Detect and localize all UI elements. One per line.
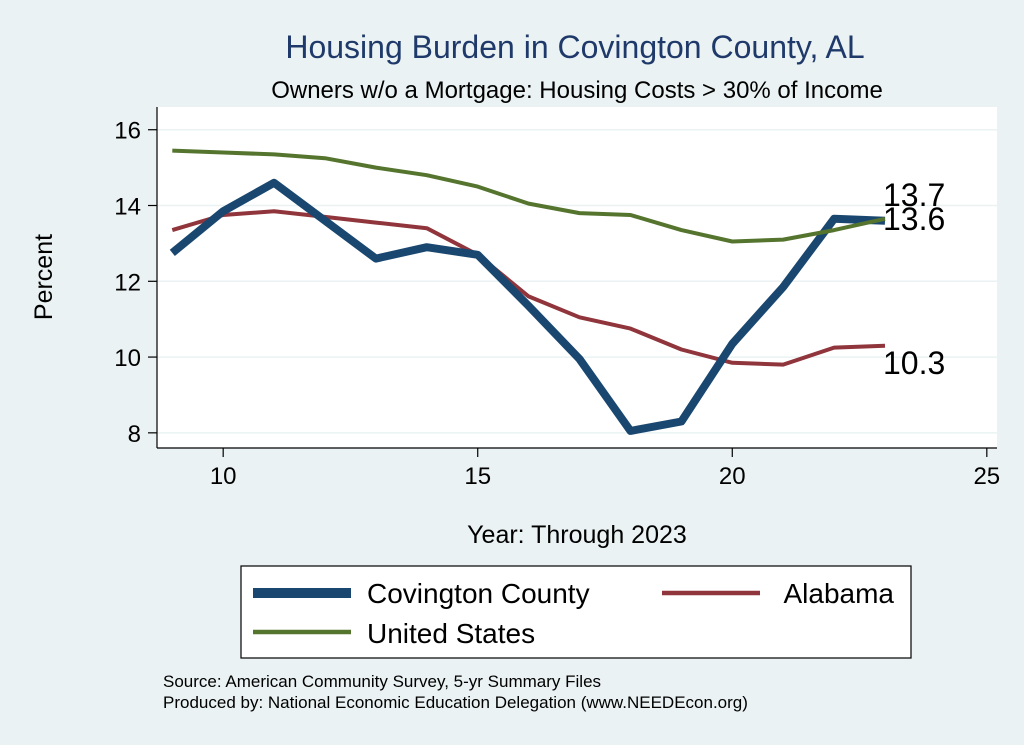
y-axis-label: Percent bbox=[30, 234, 58, 320]
legend: Covington County Alabama United States bbox=[240, 565, 912, 659]
y-tick-label: 12 bbox=[114, 269, 141, 296]
source-note: Source: American Community Survey, 5-yr … bbox=[163, 672, 601, 691]
series-lines bbox=[169, 148, 886, 435]
x-tick-label: 15 bbox=[464, 463, 491, 490]
producer-note: Produced by: National Economic Education… bbox=[163, 693, 748, 712]
x-axis-label: Year: Through 2023 bbox=[467, 521, 687, 549]
end-label-covington-county: 13.6 bbox=[883, 201, 945, 237]
x-tick-label: 20 bbox=[719, 463, 746, 490]
x-axis-ticks: 10 15 20 25 bbox=[210, 448, 1000, 490]
chart-subtitle: Owners w/o a Mortgage: Housing Costs > 3… bbox=[271, 77, 883, 104]
end-label-united-states: 13.7 bbox=[883, 177, 945, 213]
y-tick-label: 8 bbox=[128, 421, 141, 448]
legend-label-covington-county: Covington County bbox=[367, 578, 590, 609]
y-tick-label: 10 bbox=[114, 345, 141, 372]
legend-box bbox=[240, 565, 912, 659]
legend-label-alabama: Alabama bbox=[783, 578, 894, 609]
x-tick-label: 10 bbox=[210, 463, 237, 490]
y-axis-ticks: 8 10 12 14 16 bbox=[114, 118, 157, 448]
chart-title: Housing Burden in Covington County, AL bbox=[285, 29, 864, 65]
end-label-alabama: 10.3 bbox=[883, 345, 945, 381]
x-tick-label: 25 bbox=[973, 463, 1000, 490]
y-tick-label: 14 bbox=[114, 194, 141, 221]
legend-label-united-states: United States bbox=[367, 618, 535, 649]
y-tick-label: 16 bbox=[114, 118, 141, 145]
plot-area bbox=[157, 107, 997, 448]
